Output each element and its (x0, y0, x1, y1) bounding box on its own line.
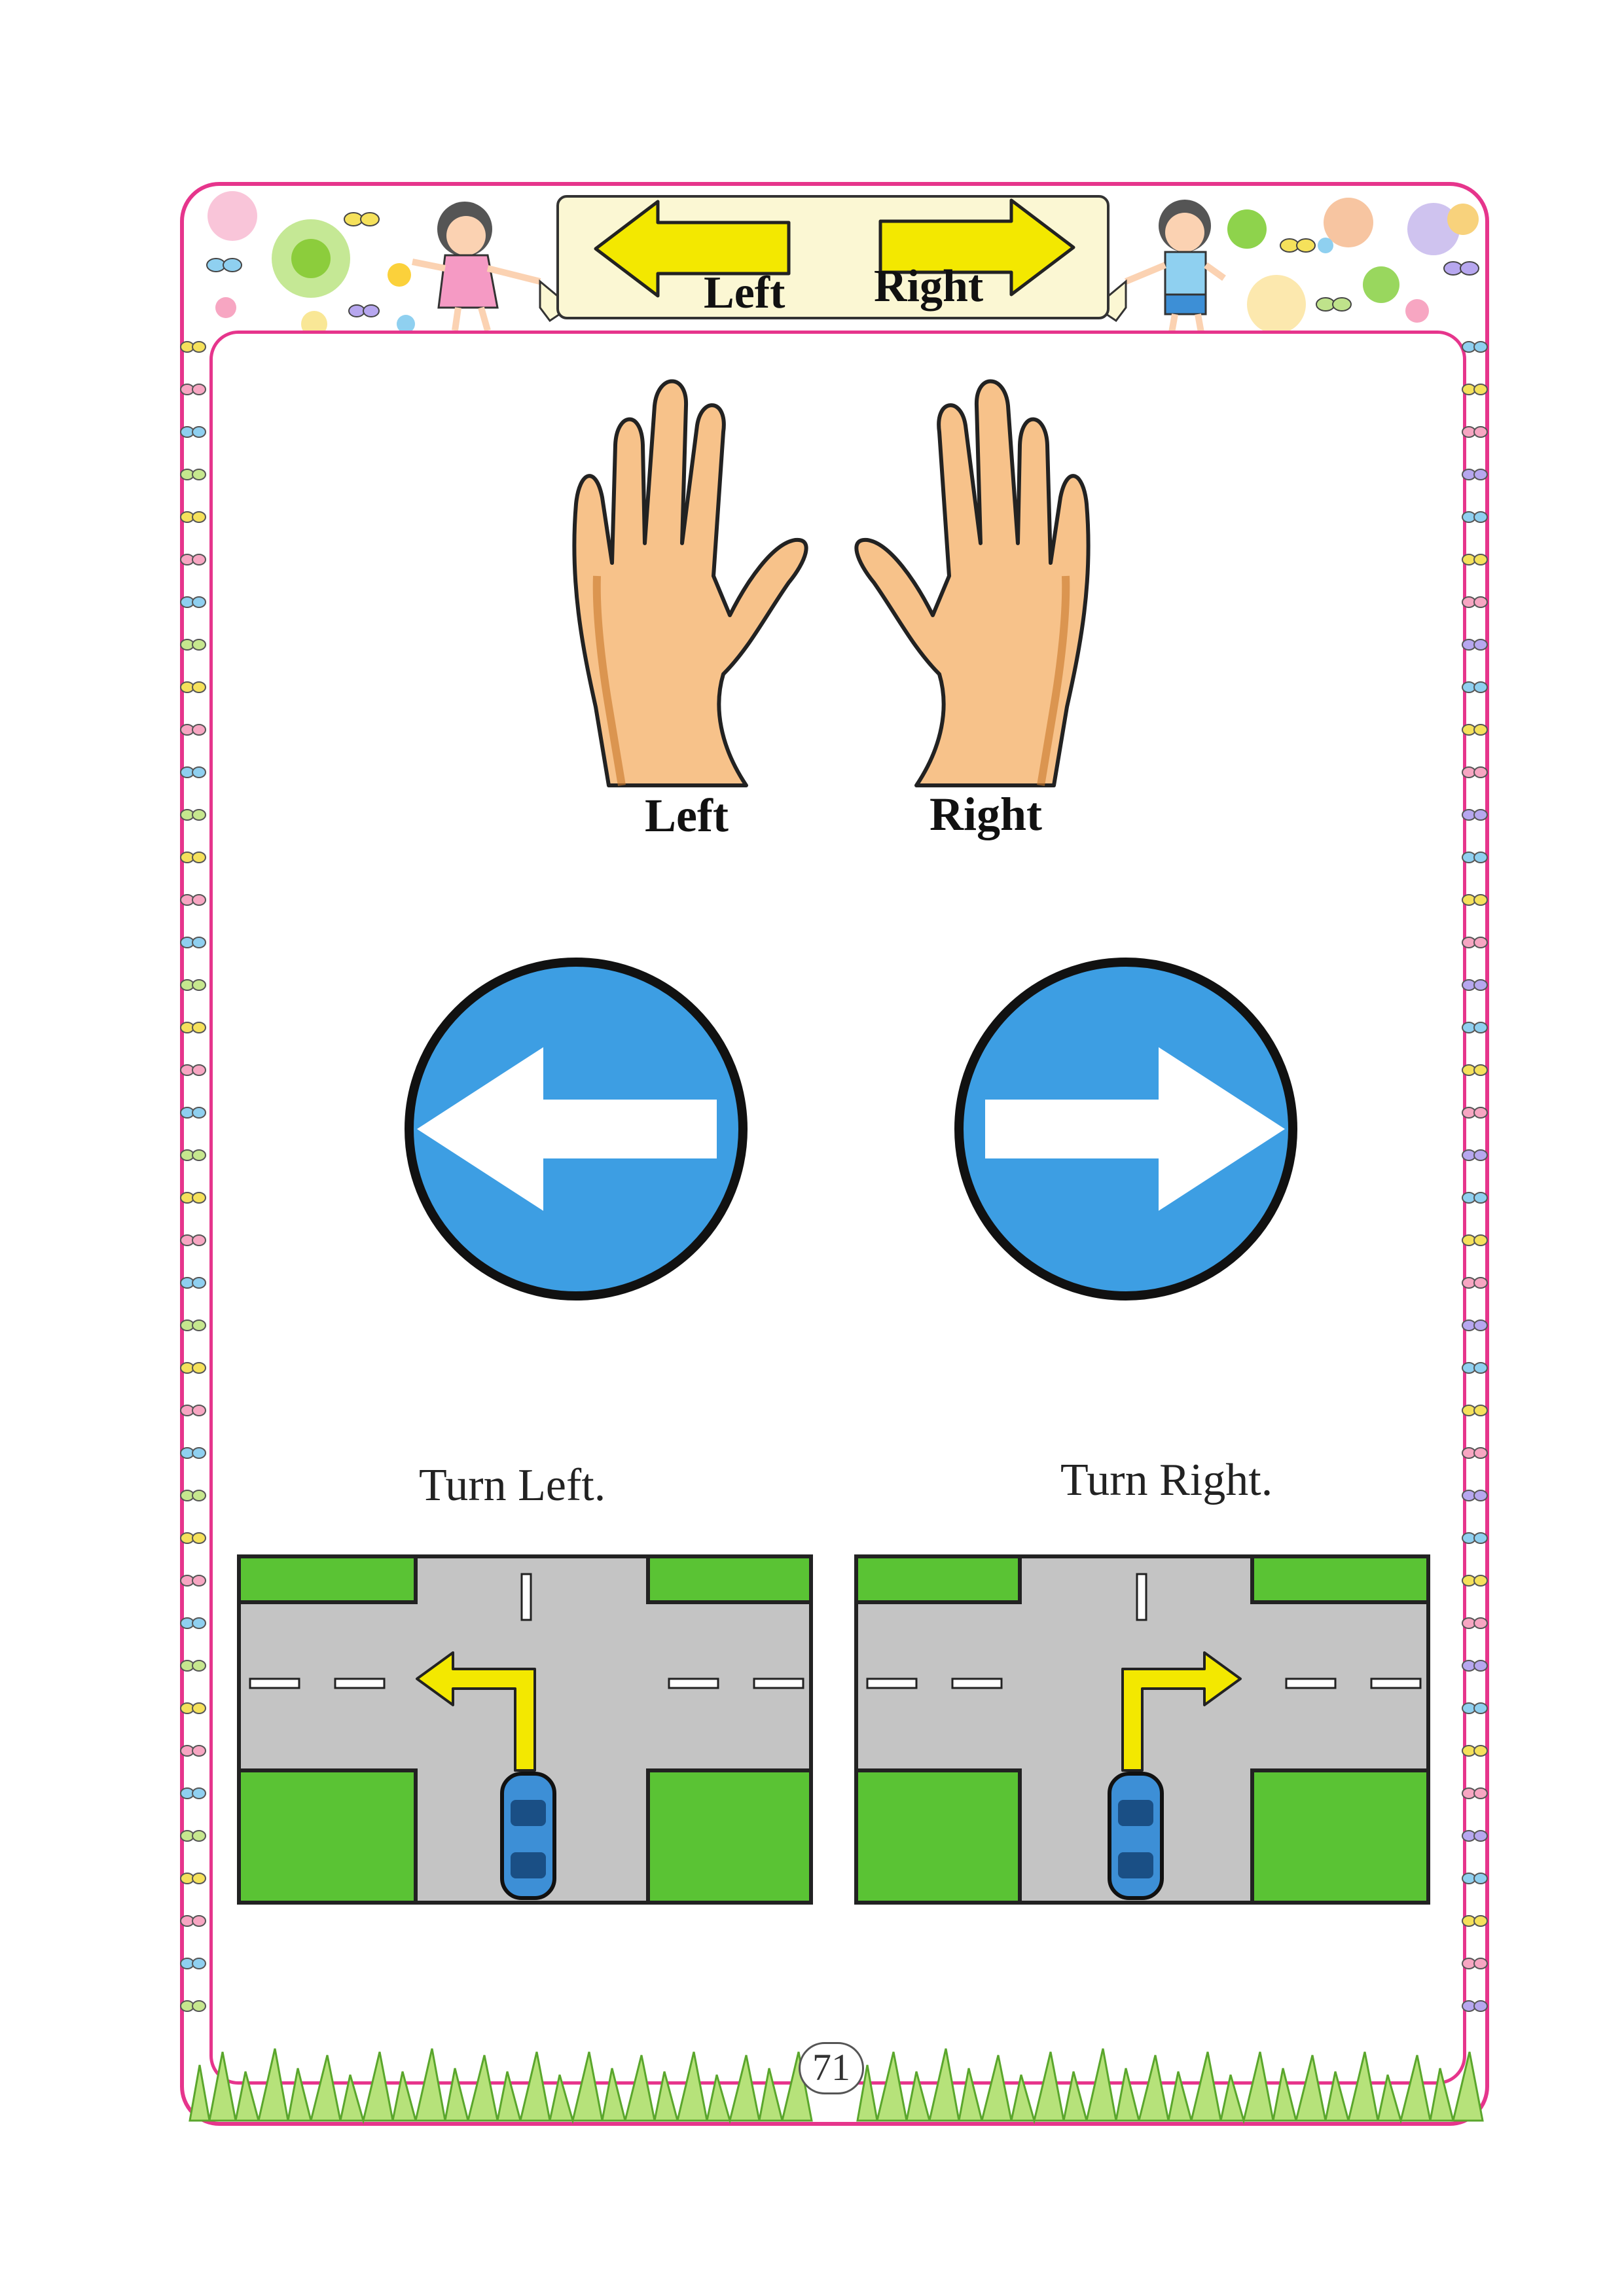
right-hand-icon (854, 379, 1091, 787)
turn-left-sign-icon (405, 958, 748, 1300)
left-hand-label: Left (645, 789, 729, 842)
banner-right-label: Right (874, 261, 984, 312)
turn-left-caption: Turn Left. (419, 1460, 606, 1511)
turn-right-sign-icon (954, 958, 1297, 1300)
right-butterfly-border (1462, 341, 1488, 2012)
left-hand-icon (572, 379, 808, 787)
car-icon (1108, 1772, 1164, 1900)
page-number-badge (799, 2042, 864, 2094)
right-arrow-icon (878, 198, 1075, 296)
right-hand-label: Right (929, 788, 1043, 840)
butterfly-icon (344, 212, 380, 226)
header-decoration (206, 191, 1479, 334)
grass-footer (189, 2048, 1484, 2124)
girl-illustration (412, 202, 541, 332)
boy-illustration (1125, 200, 1226, 333)
banner-left-label: Left (704, 268, 785, 318)
turn-left-road-diagram (237, 1554, 813, 1905)
left-arrow-icon (594, 200, 791, 298)
car-icon (500, 1772, 556, 1900)
turn-right-road-diagram (854, 1554, 1430, 1905)
turn-right-caption: Turn Right. (1060, 1455, 1273, 1505)
left-butterfly-border (180, 341, 206, 2012)
page-number: 71 (812, 2046, 850, 2089)
